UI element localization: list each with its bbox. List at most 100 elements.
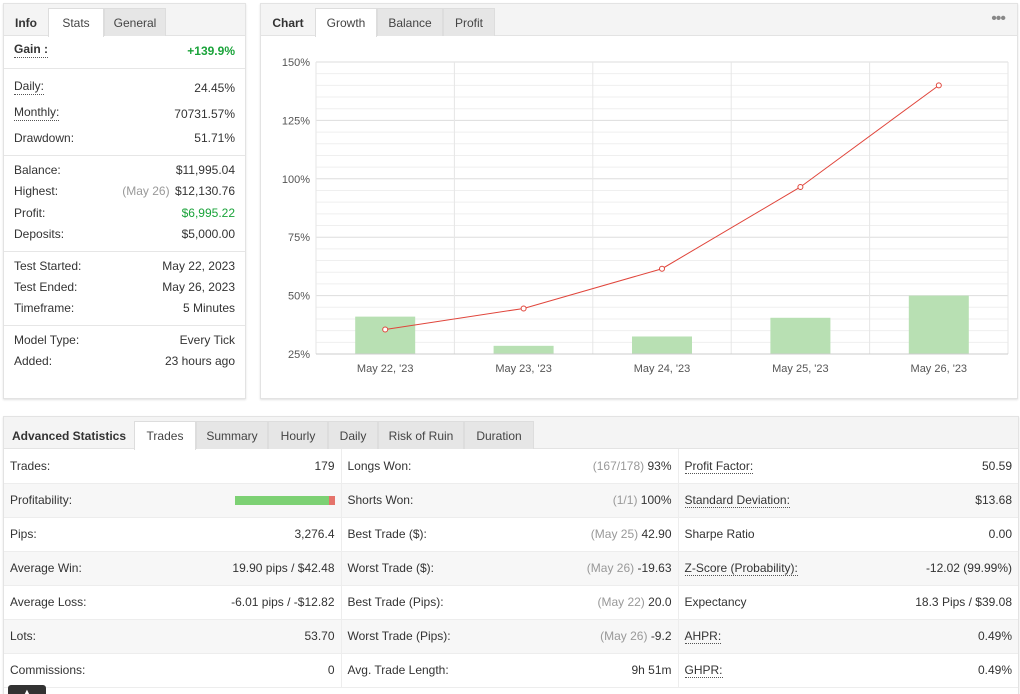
stat-context: (May 26): [586, 561, 635, 575]
stat-context: (167/178): [592, 458, 645, 473]
daily-row: Daily: 24.45%: [14, 79, 235, 97]
tab-duration[interactable]: Duration: [464, 421, 534, 449]
stat-label: Average Loss:: [4, 585, 169, 620]
stat-label: Best Trade ($):: [341, 517, 521, 552]
highest-label: Highest:: [14, 184, 59, 198]
stat-label: Profitability:: [4, 483, 169, 518]
tab-profit[interactable]: Profit: [443, 8, 495, 36]
divider: [4, 155, 245, 156]
stat-value-cell: (May 26) -19.63: [521, 551, 679, 586]
table-row: Average Win: 19.90 pips / $42.48 Worst Tra…: [4, 551, 1018, 586]
stat-value-cell: 9h 51m: [521, 653, 679, 688]
trades-table: Trades: 179 Longs Won: (167/178) 93% Profit …: [4, 449, 1018, 688]
tab-general[interactable]: General: [104, 8, 166, 36]
drawdown-value: 51.71%: [194, 131, 235, 145]
y-tick-label: 150%: [282, 57, 310, 69]
stat-value: 179: [314, 458, 335, 473]
stat-value-cell: (May 25) 42.90: [521, 517, 679, 552]
stat-context: (May 25): [590, 527, 639, 541]
stat-value: 0: [327, 663, 335, 677]
stat-value-cell: 3,276.4: [169, 517, 342, 552]
more-options-icon[interactable]: •••: [991, 10, 1006, 27]
stat-value: 0.49%: [868, 619, 1018, 654]
stat-value: 20.0: [648, 595, 672, 609]
growth-chart: 25% 50% 75% 100% 125% 150% May 22, '23 May 23, …: [282, 57, 1009, 375]
stat-label: Longs Won:: [341, 449, 521, 484]
stat-value: -9.2: [650, 629, 672, 643]
x-tick-label: May 24, '23: [634, 363, 691, 375]
test-ended-value: May 26, 2023: [162, 280, 235, 294]
profit-value: $6,995.22: [181, 206, 235, 220]
stat-label: Lots:: [4, 619, 169, 654]
stat-value: 9h 51m: [631, 663, 672, 677]
test-ended-label: Test Ended:: [14, 280, 78, 294]
tab-advanced-statistics[interactable]: Advanced Statistics: [11, 429, 127, 443]
highest-row: Highest: (May 26) $12,130.76: [14, 182, 235, 200]
stat-value: 50.59: [868, 449, 1018, 484]
stat-value-cell: 0: [169, 653, 342, 688]
tab-risk-of-ruin[interactable]: Risk of Ruin: [378, 421, 464, 449]
model-type-label: Model Type:: [14, 333, 80, 347]
x-tick-label: May 23, '23: [495, 363, 552, 375]
table-row: Profitability: Shorts Won: (1/1) 100% Stand…: [4, 483, 1018, 518]
stat-label-cell: Profit Factor:: [678, 449, 868, 484]
stat-label-cell: AHPR:: [678, 619, 868, 654]
growth-line: [385, 84, 940, 330]
stat-value-cell: [169, 483, 342, 518]
x-tick-label: May 22, '23: [357, 363, 414, 375]
stat-label: Best Trade (Pips):: [341, 585, 521, 620]
daily-value: 24.45%: [194, 81, 235, 95]
chart-panel: Chart Growth Balance Profit ••• 25% 50% 75…: [260, 3, 1018, 399]
test-started-row: Test Started: May 22, 2023: [14, 257, 235, 275]
timeframe-row: Timeframe: 5 Minutes: [14, 299, 235, 317]
added-label: Added:: [14, 354, 53, 368]
test-started-label: Test Started:: [14, 259, 82, 273]
stat-label: Expectancy: [684, 595, 747, 609]
stat-label: Shorts Won:: [341, 483, 521, 518]
stat-value: $13.68: [868, 483, 1018, 518]
stats-panel: Info Stats General Gain : +139.9% Daily:…: [3, 3, 246, 399]
advanced-statistics-panel: Advanced Statistics Trades Summary Hourl…: [3, 416, 1019, 694]
growth-point: [382, 326, 389, 333]
tab-growth[interactable]: Growth: [315, 8, 377, 37]
tab-trades[interactable]: Trades: [134, 421, 196, 450]
balance-row: Balance: $11,995.04: [14, 161, 235, 179]
timeframe-value: 5 Minutes: [182, 301, 235, 315]
stat-context: (May 22): [597, 595, 645, 609]
tab-hourly[interactable]: Hourly: [268, 421, 328, 449]
y-tick-label: 25%: [288, 349, 310, 361]
stat-value: 18.3 Pips / $39.08: [868, 585, 1018, 620]
stat-value-cell: (May 22) 20.0: [521, 585, 679, 620]
tab-summary[interactable]: Summary: [196, 421, 268, 449]
stat-label: Worst Trade ($):: [341, 551, 521, 586]
stat-label-cell: Expectancy: [678, 585, 868, 620]
highest-date: (May 26): [122, 184, 170, 198]
stat-value: 3,276.4: [294, 527, 335, 541]
tab-chart[interactable]: Chart: [272, 16, 304, 30]
growth-point: [520, 305, 527, 312]
bar: [770, 317, 831, 354]
stat-label-cell: Sharpe Ratio: [678, 517, 868, 552]
model-type-value: Every Tick: [179, 333, 235, 347]
tab-info[interactable]: Info: [15, 16, 37, 30]
stat-value-cell: (1/1) 100%: [521, 483, 679, 518]
tab-daily[interactable]: Daily: [328, 421, 378, 449]
tab-stats[interactable]: Stats: [48, 8, 104, 37]
added-value: 23 hours ago: [164, 354, 235, 368]
model-type-row: Model Type: Every Tick: [14, 331, 235, 349]
scroll-to-top-button[interactable]: ▲: [8, 685, 46, 694]
stat-value-cell: 53.70: [169, 619, 342, 654]
stat-label: GHPR:: [684, 663, 723, 678]
stat-label-cell: Z-Score (Probability):: [678, 551, 868, 586]
y-tick-label: 125%: [282, 115, 310, 127]
stat-value: -6.01 pips / -$12.82: [231, 595, 335, 609]
balance-label: Balance:: [14, 163, 61, 177]
highest-value-group: (May 26) $12,130.76: [122, 182, 235, 200]
gain-value: +139.9%: [187, 44, 235, 58]
deposits-row: Deposits: $5,000.00: [14, 225, 235, 243]
tab-balance[interactable]: Balance: [377, 8, 443, 36]
chart-tabbar: Chart Growth Balance Profit •••: [261, 4, 1017, 37]
growth-point: [797, 183, 804, 190]
monthly-label: Monthly:: [14, 105, 60, 121]
table-row: Lots: 53.70 Worst Trade (Pips): (May 26) -9…: [4, 619, 1018, 654]
